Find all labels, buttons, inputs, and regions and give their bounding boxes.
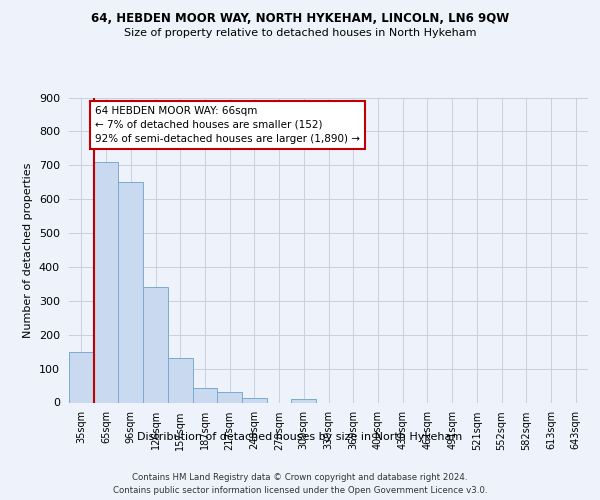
Text: Contains public sector information licensed under the Open Government Licence v3: Contains public sector information licen… (113, 486, 487, 495)
Bar (217, 392, 242, 402)
Bar (94, 162, 118, 402)
Text: Size of property relative to detached houses in North Hykeham: Size of property relative to detached ho… (124, 28, 476, 38)
Bar (143, 288, 168, 403)
Bar (168, 358, 193, 403)
Text: 64, HEBDEN MOOR WAY, NORTH HYKEHAM, LINCOLN, LN6 9QW: 64, HEBDEN MOOR WAY, NORTH HYKEHAM, LINC… (91, 12, 509, 26)
Bar (242, 398, 267, 402)
Bar (292, 399, 316, 402)
Text: 64 HEBDEN MOOR WAY: 66sqm
← 7% of detached houses are smaller (152)
92% of semi-: 64 HEBDEN MOOR WAY: 66sqm ← 7% of detach… (95, 106, 360, 144)
Y-axis label: Number of detached properties: Number of detached properties (23, 162, 33, 338)
Bar (193, 388, 217, 402)
Text: Distribution of detached houses by size in North Hykeham: Distribution of detached houses by size … (137, 432, 463, 442)
Text: Contains HM Land Registry data © Crown copyright and database right 2024.: Contains HM Land Registry data © Crown c… (132, 472, 468, 482)
Bar (118, 182, 143, 402)
Bar (69, 352, 94, 403)
